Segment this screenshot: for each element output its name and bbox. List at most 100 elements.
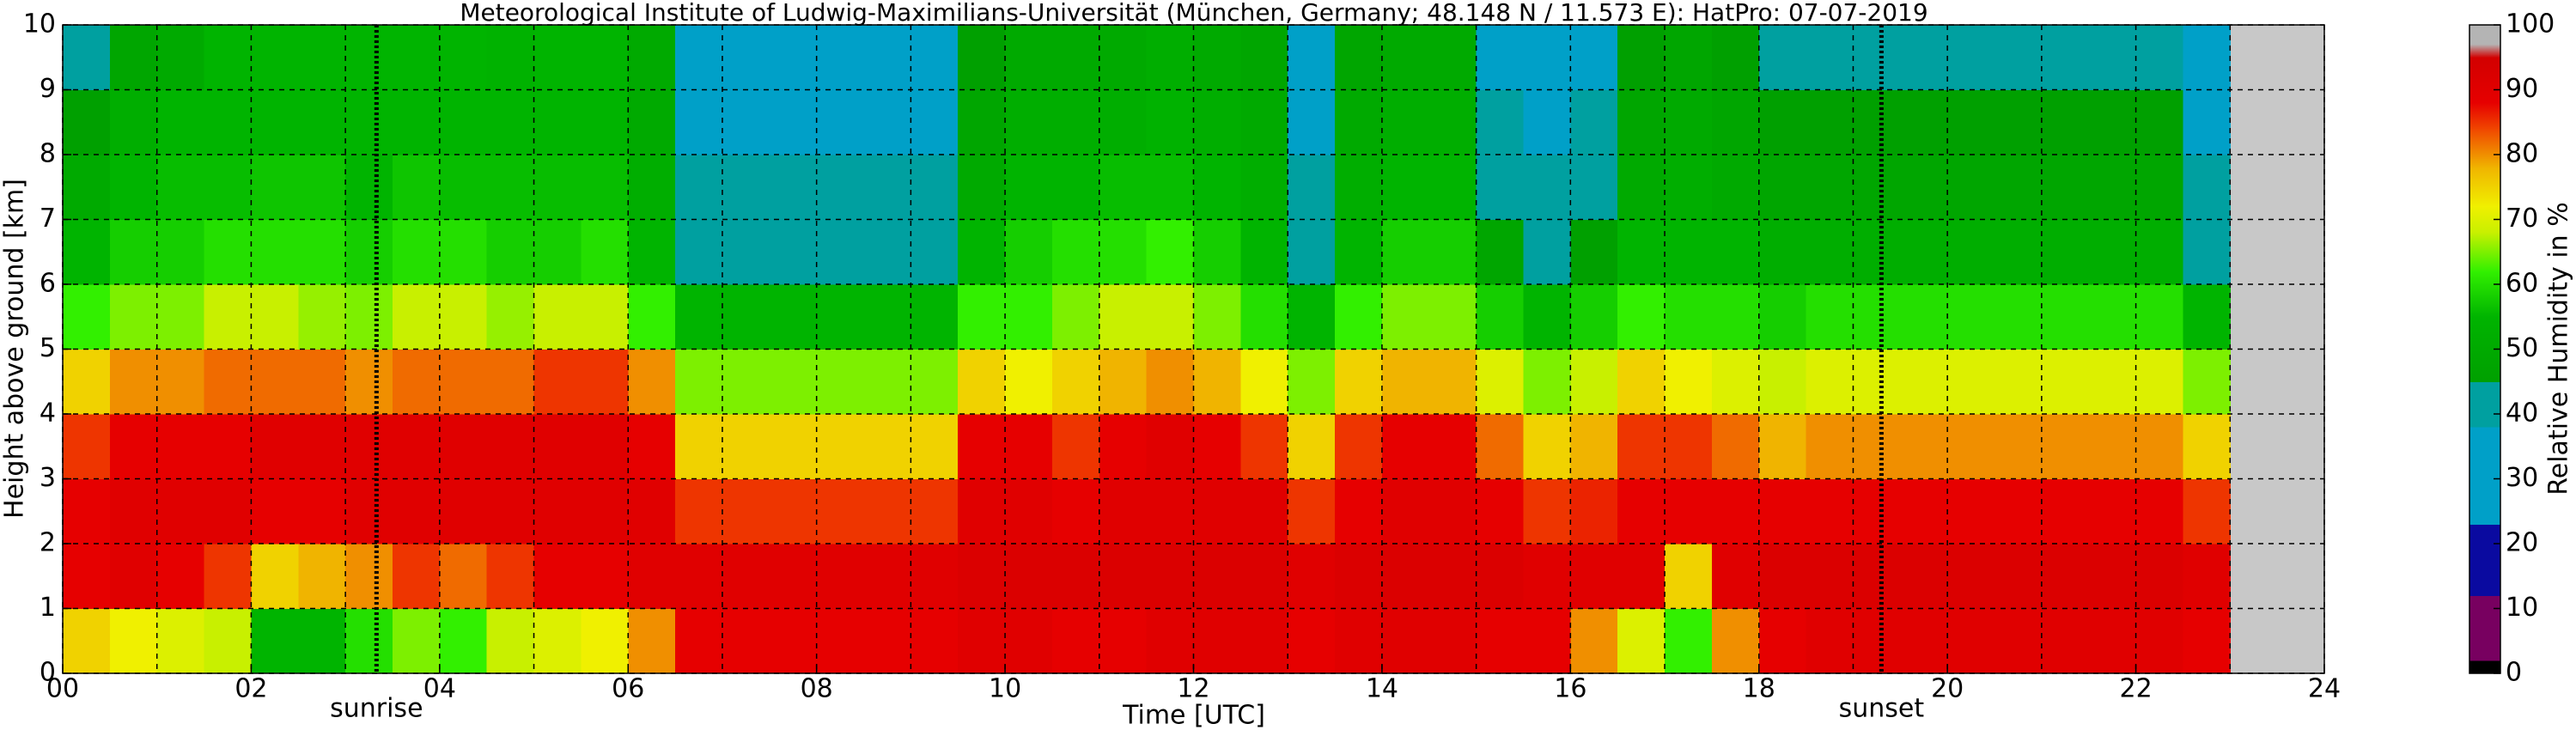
heatmap-cell — [1428, 155, 1477, 221]
heatmap-cell — [1806, 608, 1854, 674]
heatmap-cell — [204, 544, 253, 610]
heatmap-cell — [109, 414, 158, 480]
heatmap-cell — [2088, 25, 2137, 91]
heatmap-cell — [1947, 544, 1995, 610]
heatmap-cell — [2135, 284, 2184, 350]
heatmap-cell — [581, 349, 629, 415]
heatmap-cell — [156, 155, 205, 221]
heatmap-cell — [533, 349, 582, 415]
heatmap-cell — [486, 414, 535, 480]
heatmap-cell — [439, 25, 488, 91]
heatmap-cell — [1051, 349, 1100, 415]
colorbar-segment — [2469, 102, 2500, 130]
colorbar-segment — [2469, 524, 2500, 596]
heatmap-cell — [1994, 478, 2043, 544]
colorbar-segment — [2469, 271, 2500, 318]
heatmap-cell — [1570, 25, 1618, 91]
heatmap-cell — [1523, 608, 1571, 674]
heatmap-cell — [1335, 478, 1383, 544]
heatmap-cell — [1005, 608, 1053, 674]
heatmap-cell — [1335, 284, 1383, 350]
heatmap-cell — [1240, 155, 1288, 221]
heatmap-cell — [533, 478, 582, 544]
heatmap-cell — [628, 155, 676, 221]
heatmap-cell — [1428, 89, 1477, 155]
heatmap-cell — [1947, 284, 1995, 350]
heatmap-cell — [1099, 89, 1148, 155]
heatmap-cell — [251, 478, 299, 544]
heatmap-cell — [1758, 89, 1807, 155]
heatmap-cell — [722, 219, 770, 285]
heatmap-cell — [1428, 608, 1477, 674]
heatmap-cell — [863, 155, 911, 221]
heatmap-cell — [1288, 284, 1336, 350]
heatmap-cell — [628, 25, 676, 91]
colorbar-segment — [2469, 128, 2500, 168]
heatmap-cell — [1617, 544, 1666, 610]
heatmap-cell — [1617, 414, 1666, 480]
heatmap-cell — [2135, 478, 2184, 544]
heatmap-cell — [2088, 414, 2137, 480]
heatmap-cell — [1523, 414, 1571, 480]
heatmap-cell — [1335, 544, 1383, 610]
heatmap-cell — [1240, 478, 1288, 544]
heatmap-cell — [1570, 219, 1618, 285]
heatmap-cell — [769, 544, 818, 610]
heatmap-cell — [1335, 89, 1383, 155]
heatmap-cell — [1711, 155, 1760, 221]
heatmap-cell — [1005, 25, 1053, 91]
annotation-label: sunset — [1839, 694, 1925, 724]
heatmap-cell — [1900, 544, 1948, 610]
heatmap-cell — [675, 219, 723, 285]
x-tick-label: 18 — [1743, 674, 1775, 704]
heatmap-cell — [1428, 414, 1477, 480]
heatmap-cell — [1193, 608, 1241, 674]
heatmap-cell — [1617, 25, 1666, 91]
heatmap-cell — [439, 349, 488, 415]
heatmap-cell — [345, 89, 393, 155]
heatmap-cell — [1288, 414, 1336, 480]
heatmap-cell — [2041, 608, 2090, 674]
heatmap-cell — [628, 284, 676, 350]
heatmap-cell — [1570, 155, 1618, 221]
heatmap-cell — [1099, 544, 1148, 610]
heatmap-cell — [581, 478, 629, 544]
heatmap-cell — [1005, 89, 1053, 155]
heatmap-cell — [816, 155, 865, 221]
heatmap-cell — [1853, 478, 1901, 544]
heatmap-cell — [2041, 219, 2090, 285]
heatmap-cell — [910, 478, 959, 544]
heatmap-cell — [2041, 155, 2090, 221]
heatmap-cell — [863, 25, 911, 91]
heatmap-cell — [1099, 478, 1148, 544]
heatmap-cell — [958, 478, 1006, 544]
y-axis-label: Height above ground [km] — [0, 179, 30, 519]
heatmap-cell — [675, 284, 723, 350]
heatmap-cell — [345, 544, 393, 610]
heatmap-cell — [1665, 544, 1713, 610]
heatmap-cell — [910, 219, 959, 285]
heatmap-cell — [1005, 155, 1053, 221]
x-tick-label: 02 — [234, 674, 267, 704]
heatmap-cell — [1853, 284, 1901, 350]
heatmap-cell — [1146, 25, 1195, 91]
heatmap-cell — [1476, 219, 1525, 285]
heatmap-cell — [1806, 155, 1854, 221]
heatmap-cell — [1853, 608, 1901, 674]
heatmap-cell — [1947, 89, 1995, 155]
heatmap-cell — [2135, 89, 2184, 155]
heatmap-cell — [1099, 608, 1148, 674]
heatmap-cell — [675, 89, 723, 155]
heatmap-cell — [1665, 284, 1713, 350]
heatmap-cell — [1146, 608, 1195, 674]
heatmap-cell — [1665, 89, 1713, 155]
heatmap-cell — [863, 608, 911, 674]
heatmap-cell — [1758, 414, 1807, 480]
heatmap-cell — [1240, 544, 1288, 610]
heatmap-cell — [863, 89, 911, 155]
x-tick-label: 10 — [989, 674, 1021, 704]
heatmap-cell — [722, 155, 770, 221]
heatmap-cell — [910, 155, 959, 221]
heatmap-cell — [1381, 608, 1430, 674]
heatmap-cell — [1476, 478, 1525, 544]
